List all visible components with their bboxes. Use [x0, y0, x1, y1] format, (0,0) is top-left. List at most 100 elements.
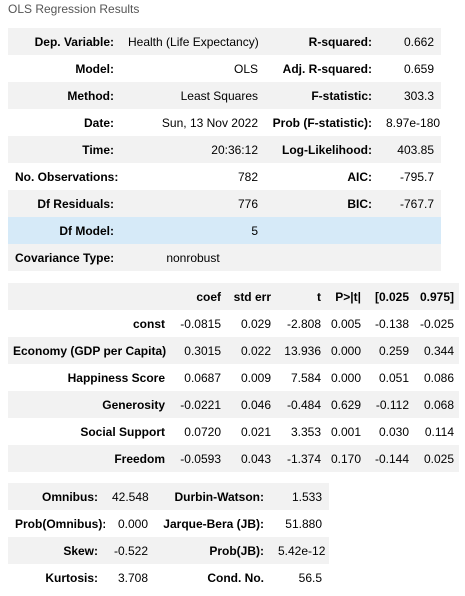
- table-cell: 0.0720: [170, 418, 226, 445]
- summary-label: [265, 217, 379, 244]
- table-cell: 7.584: [276, 364, 326, 391]
- table-cell: -0.144: [366, 445, 414, 472]
- table-row: Happiness Score 0.0687 0.009 7.584 0.000…: [8, 364, 459, 391]
- diagnostic-label: Cond. No.: [155, 564, 271, 591]
- diagnostic-value: 51.880: [271, 510, 329, 537]
- summary-label: Prob (F-statistic):: [265, 109, 379, 136]
- table-cell: 0.086: [414, 364, 459, 391]
- table-cell: 13.936: [276, 337, 326, 364]
- summary-value: Sun, 13 Nov 2022: [121, 109, 265, 136]
- column-header: P>|t|: [326, 283, 366, 310]
- row-header: Economy (GDP per Capita): [8, 337, 170, 364]
- table-row: Economy (GDP per Capita) 0.3015 0.022 13…: [8, 337, 459, 364]
- table-header-row: coef std err t P>|t| [0.025 0.975]: [8, 283, 459, 310]
- diagnostic-label: Prob(Omnibus):: [8, 510, 105, 537]
- summary-value: 0.659: [379, 55, 441, 82]
- table-cell: 0.046: [226, 391, 276, 418]
- table-cell: 0.000: [326, 337, 366, 364]
- table-row: const -0.0815 0.029 -2.808 0.005 -0.138 …: [8, 310, 459, 337]
- table-row: Method: Least Squares F-statistic: 303.3: [8, 82, 441, 109]
- summary-label: Model:: [8, 55, 121, 82]
- table-row-highlighted: Df Model: 5: [8, 217, 441, 244]
- summary-value: OLS: [121, 55, 265, 82]
- table-cell: 0.005: [326, 310, 366, 337]
- summary-value: [379, 217, 441, 244]
- coefficients-table: coef std err t P>|t| [0.025 0.975] const…: [8, 283, 459, 472]
- diagnostic-label: Prob(JB):: [155, 537, 271, 564]
- table-cell: -2.808: [276, 310, 326, 337]
- table-row: Kurtosis: 3.708 Cond. No. 56.5: [8, 564, 329, 591]
- diagnostic-value: -0.522: [105, 537, 155, 564]
- row-header: Happiness Score: [8, 364, 170, 391]
- table-cell: -0.025: [414, 310, 459, 337]
- table-cell: 0.051: [366, 364, 414, 391]
- column-header: coef: [170, 283, 226, 310]
- summary-value: nonrobust: [121, 244, 265, 271]
- table-row: Skew: -0.522 Prob(JB): 5.42e-12: [8, 537, 329, 564]
- column-header: t: [276, 283, 326, 310]
- row-header: Freedom: [8, 445, 170, 472]
- table-row: Prob(Omnibus): 0.000 Jarque-Bera (JB): 5…: [8, 510, 329, 537]
- summary-label: R-squared:: [265, 28, 379, 55]
- diagnostic-label: Durbin-Watson:: [155, 483, 271, 510]
- summary-value: 776: [121, 190, 265, 217]
- diagnostic-label: Skew:: [8, 537, 105, 564]
- table-cell: -0.112: [366, 391, 414, 418]
- table-cell: 0.0687: [170, 364, 226, 391]
- summary-value: [379, 244, 441, 271]
- summary-label: Time:: [8, 136, 121, 163]
- summary-label: AIC:: [265, 163, 379, 190]
- table-cell: 0.114: [414, 418, 459, 445]
- summary-label: Log-Likelihood:: [265, 136, 379, 163]
- table-caption: OLS Regression Results: [8, 2, 140, 16]
- table-cell: -0.0815: [170, 310, 226, 337]
- summary-value: 303.3: [379, 82, 441, 109]
- table-cell: -0.138: [366, 310, 414, 337]
- summary-label: Date:: [8, 109, 121, 136]
- diagnostic-value: 56.5: [271, 564, 329, 591]
- table-cell: 0.3015: [170, 337, 226, 364]
- table-cell: 0.629: [326, 391, 366, 418]
- summary-value: 403.85: [379, 136, 441, 163]
- table-cell: 0.344: [414, 337, 459, 364]
- table-row: Model: OLS Adj. R-squared: 0.659: [8, 55, 441, 82]
- table-cell: 0.025: [414, 445, 459, 472]
- table-row: Time: 20:36:12 Log-Likelihood: 403.85: [8, 136, 441, 163]
- diagnostics-table: Omnibus: 42.548 Durbin-Watson: 1.533 Pro…: [8, 483, 329, 591]
- summary-value: -767.7: [379, 190, 441, 217]
- summary-label: F-statistic:: [265, 82, 379, 109]
- table-row: Dep. Variable: Health (Life Expectancy) …: [8, 28, 441, 55]
- diagnostic-value: 5.42e-12: [271, 537, 329, 564]
- summary-label: Method:: [8, 82, 121, 109]
- table-cell: 0.009: [226, 364, 276, 391]
- summary-value: Health (Life Expectancy): [121, 28, 265, 55]
- summary-value: 5: [121, 217, 265, 244]
- summary-label: Df Model:: [8, 217, 121, 244]
- summary-value: -795.7: [379, 163, 441, 190]
- table-row: Date: Sun, 13 Nov 2022 Prob (F-statistic…: [8, 109, 441, 136]
- table-row: Social Support 0.0720 0.021 3.353 0.001 …: [8, 418, 459, 445]
- model-summary-table: Dep. Variable: Health (Life Expectancy) …: [8, 28, 441, 271]
- table-row: Generosity -0.0221 0.046 -0.484 0.629 -0…: [8, 391, 459, 418]
- summary-value: 20:36:12: [121, 136, 265, 163]
- table-cell: -0.484: [276, 391, 326, 418]
- table-row: Omnibus: 42.548 Durbin-Watson: 1.533: [8, 483, 329, 510]
- table-cell: 0.001: [326, 418, 366, 445]
- diagnostic-value: 3.708: [105, 564, 155, 591]
- table-cell: 0.259: [366, 337, 414, 364]
- table-cell: 0.022: [226, 337, 276, 364]
- table-row: Covariance Type: nonrobust: [8, 244, 441, 271]
- summary-value: 0.662: [379, 28, 441, 55]
- summary-value: Least Squares: [121, 82, 265, 109]
- summary-label: Covariance Type:: [8, 244, 121, 271]
- table-cell: -1.374: [276, 445, 326, 472]
- table-cell: 0.030: [366, 418, 414, 445]
- summary-label: Df Residuals:: [8, 190, 121, 217]
- summary-label: Dep. Variable:: [8, 28, 121, 55]
- summary-value: 782: [121, 163, 265, 190]
- table-cell: 0.043: [226, 445, 276, 472]
- row-header: Generosity: [8, 391, 170, 418]
- table-cell: 0.170: [326, 445, 366, 472]
- diagnostic-label: Kurtosis:: [8, 564, 105, 591]
- diagnostic-value: 0.000: [105, 510, 155, 537]
